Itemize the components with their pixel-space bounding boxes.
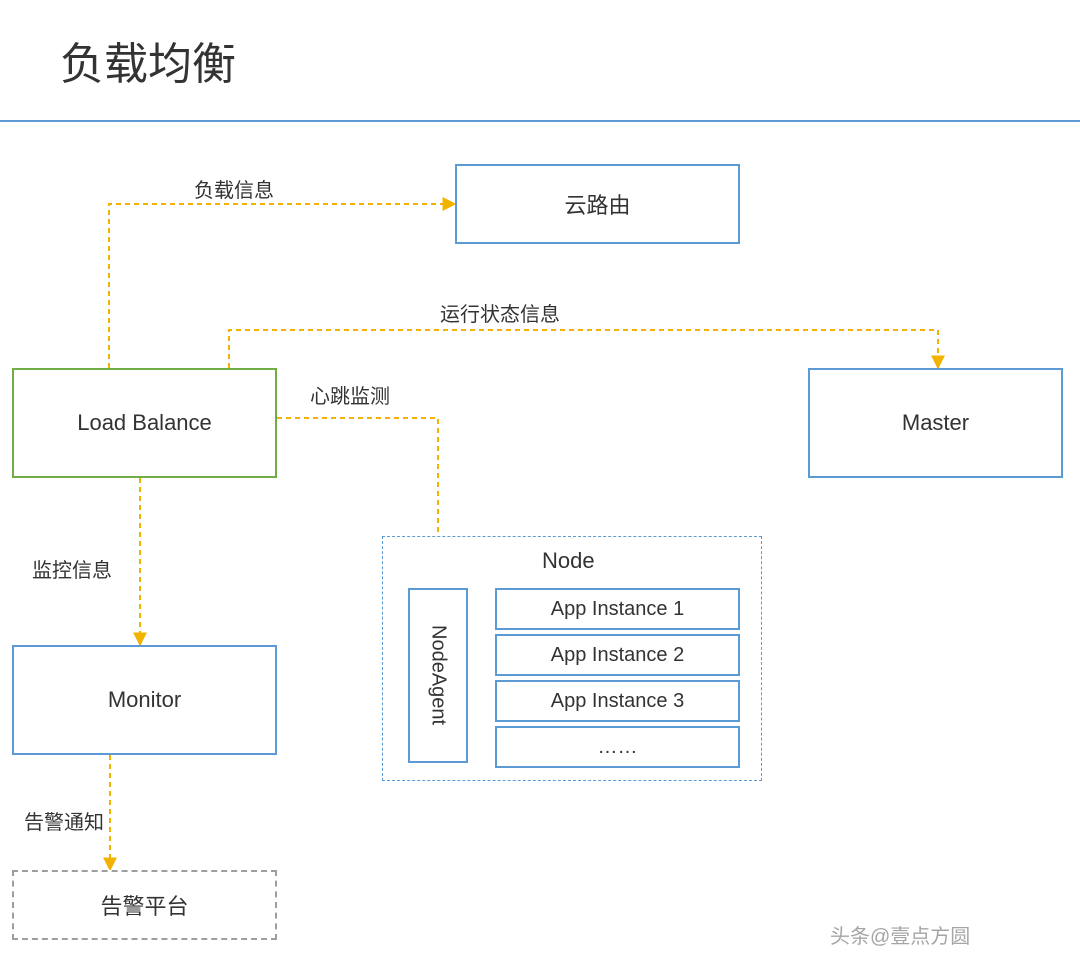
diagram-canvas: 负载均衡 云路由 Load Balance Master Monitor 告警平… [0, 0, 1080, 961]
node-load-balance: Load Balance [12, 368, 277, 478]
node-cloud-router: 云路由 [455, 164, 740, 244]
edge-label-monitor-to-alert: 告警通知 [24, 806, 104, 835]
node-container-title: Node [542, 548, 595, 574]
page-title: 负载均衡 [60, 28, 236, 92]
node-monitor: Monitor [12, 645, 277, 755]
app-instance: App Instance 1 [495, 588, 740, 630]
edge-lb-to-master [229, 330, 938, 368]
edge-label-lb-to-cloud: 负载信息 [194, 174, 274, 203]
connectors-layer [0, 0, 1080, 961]
node-master: Master [808, 368, 1063, 478]
edge-label-lb-to-nodeagent: 心跳监测 [310, 380, 390, 409]
watermark: 头条@壹点方圆 [830, 920, 970, 949]
app-instance: App Instance 2 [495, 634, 740, 676]
edge-lb-to-cloud [109, 204, 455, 368]
edge-label-lb-to-monitor: 监控信息 [32, 554, 112, 583]
app-instance: App Instance 3 [495, 680, 740, 722]
edge-label-lb-to-master: 运行状态信息 [440, 298, 560, 327]
app-instance: …… [495, 726, 740, 768]
title-divider [0, 120, 1080, 122]
node-alert-platform: 告警平台 [12, 870, 277, 940]
node-agent: NodeAgent [408, 588, 468, 763]
